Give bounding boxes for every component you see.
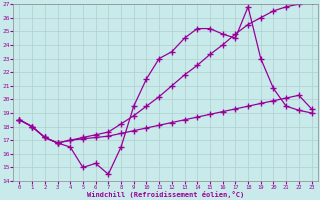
X-axis label: Windchill (Refroidissement éolien,°C): Windchill (Refroidissement éolien,°C) [87,191,244,198]
